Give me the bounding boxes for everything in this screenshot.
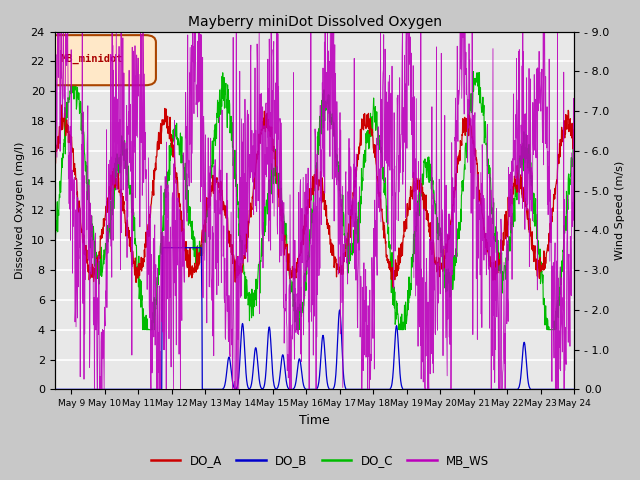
MB_WS [347, 164, 355, 169]
MB_WS [92, 236, 99, 241]
DO_C [272, 180, 280, 186]
DO_A [292, 274, 300, 279]
DO_C [139, 327, 147, 333]
DO_B [292, 381, 300, 386]
DO_C [348, 252, 355, 257]
FancyBboxPatch shape [47, 35, 156, 85]
DO_B [159, 245, 166, 251]
DO_B [282, 378, 290, 384]
Line: DO_B: DO_B [54, 248, 575, 389]
Line: DO_C: DO_C [54, 69, 575, 330]
DO_A [271, 163, 279, 169]
DO_C [292, 308, 300, 313]
MB_WS [571, 341, 579, 347]
DO_A [282, 246, 290, 252]
X-axis label: Time: Time [299, 414, 330, 427]
DO_A [113, 176, 120, 181]
DO_C [113, 171, 120, 177]
DO_A [92, 267, 99, 273]
MB_WS [271, 130, 279, 136]
Y-axis label: Wind Speed (m/s): Wind Speed (m/s) [615, 161, 625, 260]
MB_WS [113, 29, 120, 35]
DO_B [51, 386, 58, 392]
DO_C [92, 239, 99, 244]
MB_WS [282, 244, 290, 250]
MB_WS [91, 386, 99, 392]
MB_WS [292, 286, 300, 292]
Text: MB_minidot: MB_minidot [61, 54, 124, 64]
DO_A [58, 102, 66, 108]
DO_B [347, 386, 355, 392]
Line: MB_WS: MB_WS [54, 12, 575, 389]
Line: DO_A: DO_A [54, 105, 575, 287]
MB_WS [554, 10, 561, 15]
MB_WS [51, 105, 58, 110]
DO_A [51, 166, 58, 172]
DO_B [271, 386, 279, 392]
DO_B [91, 386, 99, 392]
DO_C [283, 232, 291, 238]
DO_A [571, 131, 579, 137]
DO_C [71, 66, 79, 72]
DO_A [347, 207, 355, 213]
DO_C [51, 247, 58, 253]
Title: Mayberry miniDot Dissolved Oxygen: Mayberry miniDot Dissolved Oxygen [188, 15, 442, 29]
DO_B [112, 386, 120, 392]
DO_C [571, 123, 579, 129]
Y-axis label: Dissolved Oxygen (mg/l): Dissolved Oxygen (mg/l) [15, 142, 25, 279]
DO_B [571, 386, 579, 392]
DO_A [389, 284, 397, 290]
Legend: DO_A, DO_B, DO_C, MB_WS: DO_A, DO_B, DO_C, MB_WS [146, 449, 494, 472]
